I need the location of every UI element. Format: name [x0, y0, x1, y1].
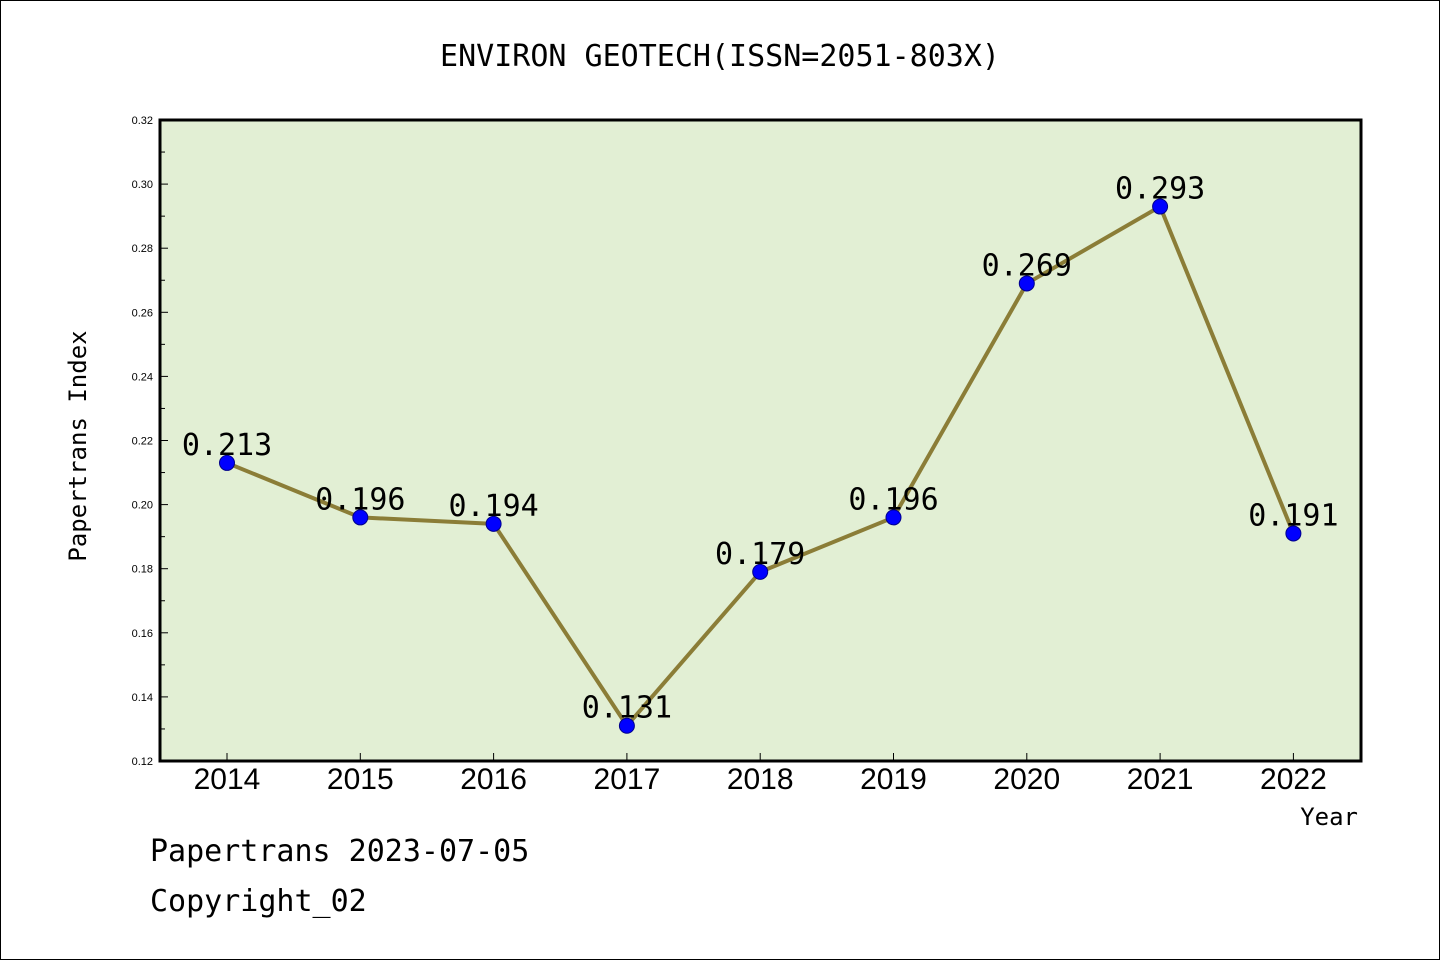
- data-point: [1285, 525, 1302, 542]
- x-tick-label: 2014: [194, 763, 261, 796]
- data-point: [1018, 275, 1035, 292]
- data-point: [1152, 198, 1169, 215]
- x-axis-label: Year: [1300, 803, 1358, 831]
- plot-area: [158, 118, 1363, 763]
- chart-title: ENVIRON GEOTECH(ISSN=2051-803X): [440, 39, 1000, 74]
- y-tick-label: 0.26: [132, 307, 153, 319]
- y-tick-label: 0.12: [132, 756, 153, 768]
- data-point: [352, 509, 369, 526]
- data-label: 0.196: [315, 482, 405, 517]
- y-axis-label: Papertrans Index: [64, 330, 92, 561]
- x-tick-label: 2021: [1127, 763, 1194, 796]
- data-label: 0.131: [582, 691, 672, 726]
- y-tick-label: 0.18: [132, 564, 153, 576]
- data-point: [752, 563, 769, 580]
- data-point: [485, 515, 502, 532]
- data-label: 0.194: [448, 489, 538, 524]
- data-label: 0.179: [715, 537, 805, 572]
- y-tick-label: 0.28: [132, 243, 153, 255]
- data-label: 0.213: [182, 428, 272, 463]
- x-axis: 2014 2015 2016 2017 2018 2019 2020 2021 2022: [194, 753, 1327, 796]
- data-point: [618, 717, 635, 734]
- data-point: [219, 454, 235, 471]
- x-tick-label: 2020: [993, 763, 1060, 796]
- y-tick-label: 0.20: [132, 500, 153, 512]
- y-tick-label: 0.14: [132, 692, 153, 704]
- y-tick-label: 0.24: [132, 371, 153, 383]
- x-tick-label: 2017: [594, 763, 661, 796]
- x-tick-label: 2015: [327, 763, 394, 796]
- x-tick-label: 2022: [1260, 763, 1327, 796]
- y-axis: 0.12 0.14 0.16 0.18 0.20 0.22 0.24 0.26 0.28 0.30…: [132, 115, 168, 768]
- data-label: 0.269: [982, 248, 1072, 283]
- y-tick-label: 0.32: [132, 115, 153, 127]
- y-tick-label: 0.30: [132, 179, 153, 191]
- y-tick-label: 0.22: [132, 436, 153, 448]
- data-point: [885, 509, 902, 526]
- footer-date: Papertrans 2023-07-05: [150, 834, 530, 869]
- y-tick-label: 0.16: [132, 628, 153, 640]
- data-label: 0.196: [848, 482, 938, 517]
- footer-copyright: Copyright_02: [150, 884, 367, 919]
- data-label: 0.191: [1248, 498, 1338, 533]
- series-group: 0.213 0.196 0.194 0.131 0.179 0.196 0.269 0.293…: [182, 172, 1339, 734]
- data-label: 0.293: [1115, 172, 1205, 207]
- x-tick-label: 2018: [727, 763, 794, 796]
- x-tick-label: 2019: [860, 763, 927, 796]
- x-tick-label: 2016: [460, 763, 527, 796]
